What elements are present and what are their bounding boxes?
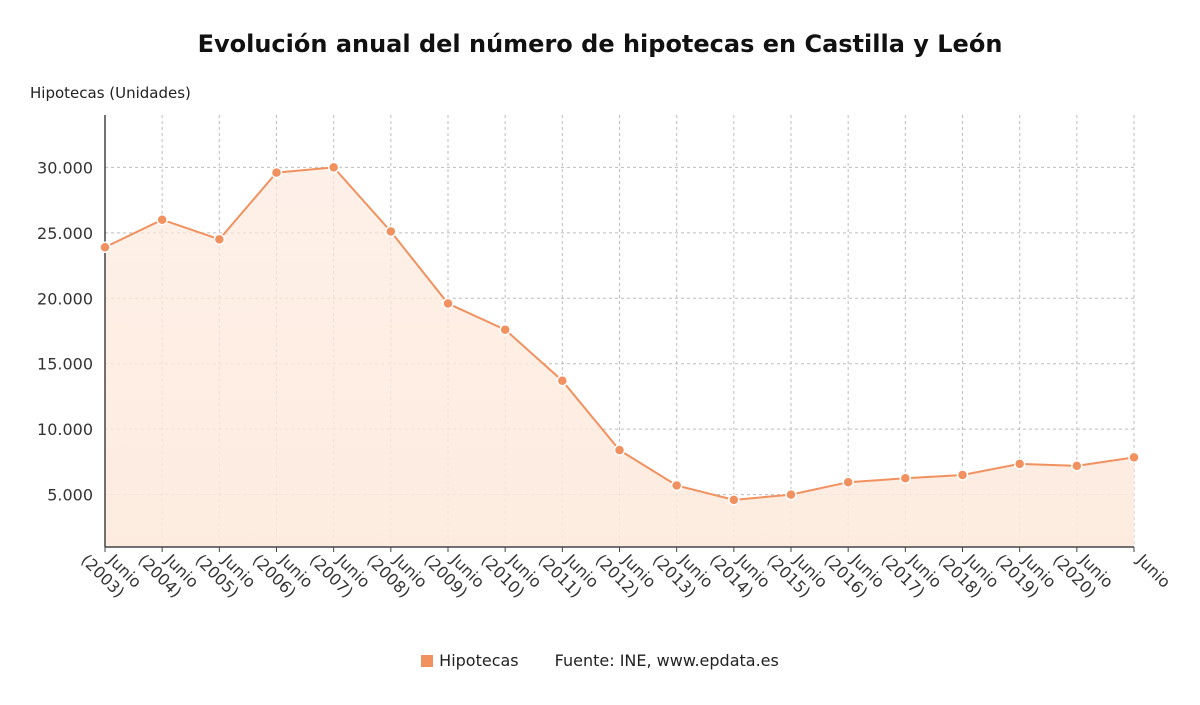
data-point (728, 494, 740, 506)
data-point (613, 444, 626, 456)
data-point (956, 469, 969, 481)
series-area (105, 167, 1134, 547)
data-point (499, 323, 511, 336)
y-tick-label: 20.000 (37, 289, 93, 308)
data-points (99, 161, 1140, 506)
y-tick-label: 10.000 (37, 420, 93, 439)
data-point (213, 233, 226, 246)
data-point (556, 374, 569, 387)
data-point (842, 476, 854, 488)
data-point (156, 213, 168, 226)
data-point (99, 241, 111, 253)
axes (104, 115, 1135, 552)
legend: Hipotecas Fuente: INE, www.epdata.es (0, 651, 1200, 670)
data-point (670, 479, 683, 492)
data-point (785, 488, 797, 501)
chart-title: Evolución anual del número de hipotecas … (197, 30, 1003, 58)
data-point (1013, 458, 1026, 470)
legend-label: Hipotecas (439, 651, 519, 670)
x-tick-label: Junio (1132, 550, 1174, 592)
data-point (270, 166, 283, 179)
data-point (442, 297, 454, 310)
y-tick-label: 15.000 (37, 355, 93, 374)
y-axis-label: Hipotecas (Unidades) (30, 84, 191, 102)
y-tick-labels: 5.000 10.000 15.000 20.000 25.000 30.000 (37, 158, 93, 504)
y-tick-label: 30.000 (37, 158, 93, 177)
data-point (1128, 451, 1140, 464)
data-point (327, 161, 340, 174)
data-point (1071, 460, 1083, 472)
y-tick-label: 5.000 (47, 486, 93, 505)
legend-swatch (421, 655, 434, 667)
x-tick-label: Junio(2011) (535, 537, 603, 605)
source-note: Fuente: INE, www.epdata.es (554, 651, 779, 670)
data-point (385, 225, 397, 238)
data-point (899, 472, 912, 485)
y-tick-label: 25.000 (37, 224, 93, 243)
